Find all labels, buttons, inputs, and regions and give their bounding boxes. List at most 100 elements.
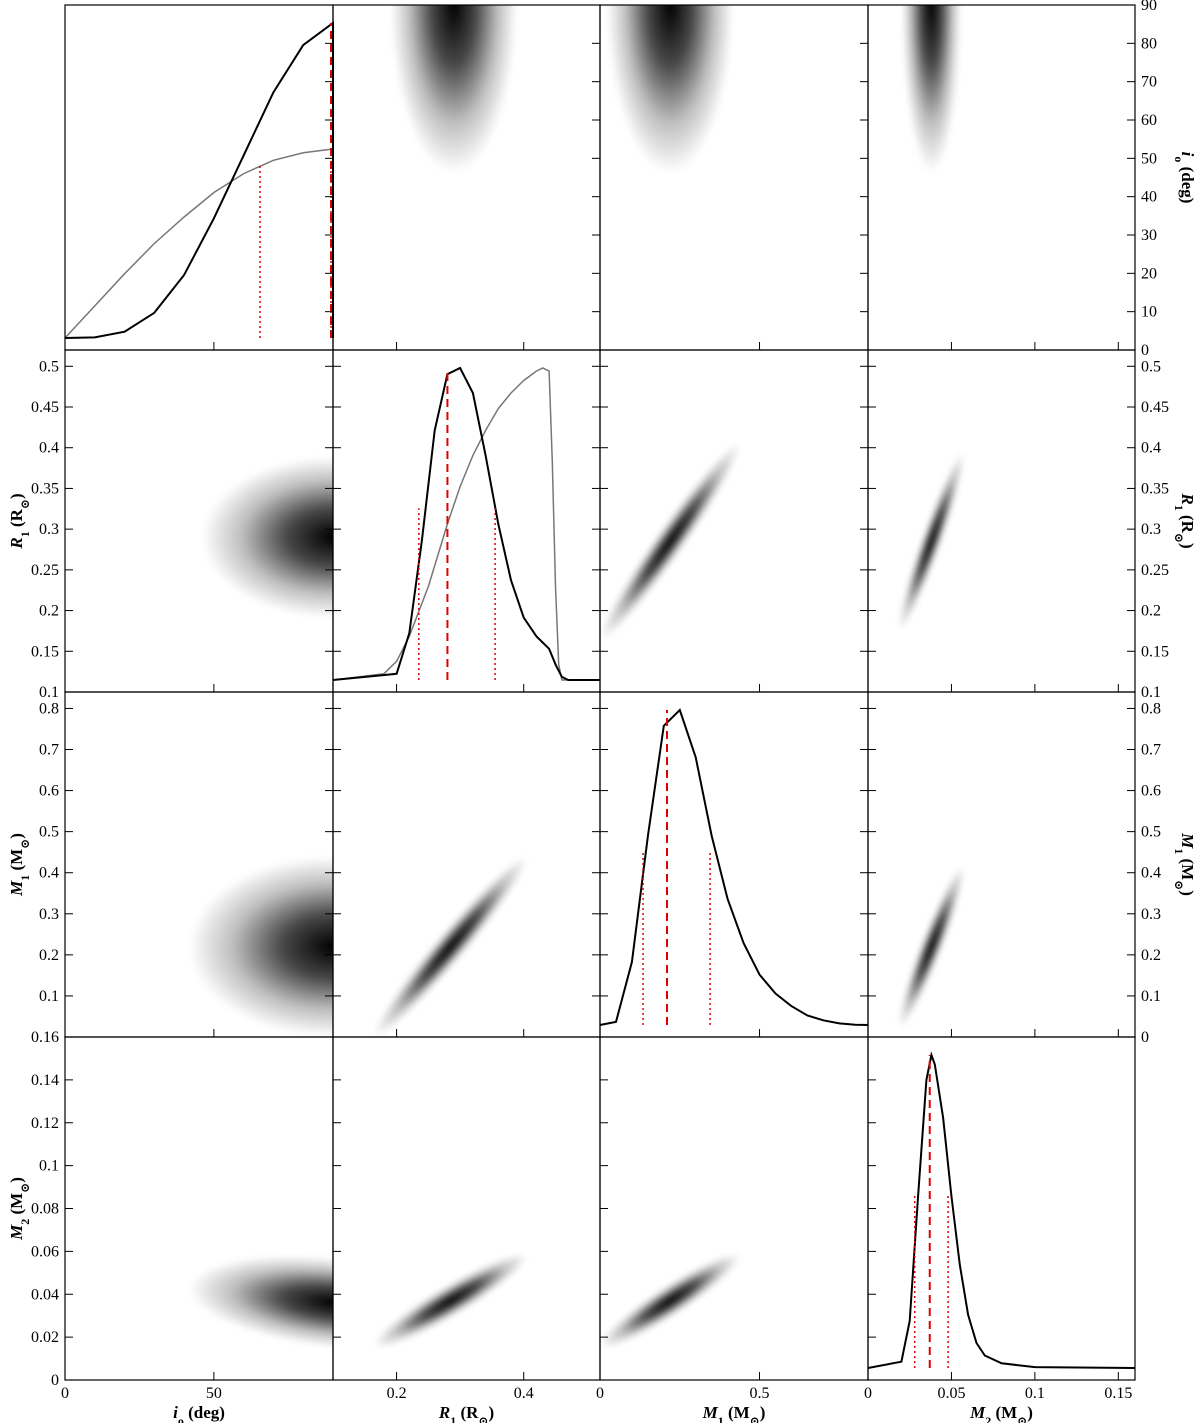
x-axis-title-M2: M2 (M⊙) <box>969 1403 1033 1423</box>
axis-unit: (R <box>456 1403 479 1422</box>
x-tick-label-M2: 0 <box>864 1385 872 1402</box>
y-tick-label-right-R1: 0.4 <box>1141 440 1161 457</box>
axis-symbol: M <box>969 1403 986 1422</box>
y-tick-label-right-i: 70 <box>1141 74 1157 91</box>
panel-frame-r2c1 <box>332 691 601 1038</box>
y-tick-label-right-R1: 0.25 <box>1141 562 1169 579</box>
axis-subscript: 1 <box>18 531 32 537</box>
y-tick-label-M2: 0.06 <box>31 1243 59 1260</box>
axis-subscript: o <box>178 1414 184 1423</box>
y-tick-label-R1: 0.45 <box>31 399 59 416</box>
axis-symbol: R <box>1178 492 1197 504</box>
y-tick-label-R1: 0.3 <box>39 521 59 538</box>
y-tick-label-right-M1: 0.2 <box>1141 947 1161 964</box>
panel-frame-r1c1 <box>332 349 601 693</box>
axis-symbol: i <box>1178 152 1197 157</box>
density-R1-M2 <box>373 1253 528 1348</box>
axis-unit-close: ) <box>1178 543 1197 549</box>
density-blob <box>898 865 965 1028</box>
x-tick-label-M1: 0.5 <box>750 1385 770 1402</box>
axis-symbol: i <box>173 1403 178 1422</box>
y-tick-label-right-i: 30 <box>1141 227 1157 244</box>
y-tick-label-right-i: 60 <box>1141 112 1157 129</box>
axis-unit-close: ) <box>1178 890 1197 896</box>
density-blob <box>202 456 333 618</box>
y-axis-title-left-M2: M2 (M⊙) <box>7 1177 32 1241</box>
x-tick-label-i: 50 <box>206 1385 222 1402</box>
y-tick-label-right-i: 10 <box>1141 304 1157 321</box>
y-tick-label-M2: 0 <box>51 1372 59 1389</box>
axis-unit-subscript: ⊙ <box>18 499 32 509</box>
y-tick-label-right-R1: 0.3 <box>1141 521 1161 538</box>
y-tick-label-right-i: 50 <box>1141 150 1157 167</box>
x-tick-label-M1: 0 <box>596 1385 604 1402</box>
density-blob <box>600 442 741 640</box>
axis-unit: (R <box>1178 511 1197 534</box>
y-axis-title-right-i: io (deg) <box>1172 152 1197 204</box>
y-tick-label-R1: 0.25 <box>31 562 59 579</box>
x-axis-title-R1: R1 (R⊙) <box>438 1403 494 1423</box>
x-axis-title-M1: M1 (M⊙) <box>702 1403 766 1423</box>
y-tick-label-right-i: 90 <box>1141 0 1157 14</box>
axis-symbol: M <box>1178 832 1197 849</box>
density-blob <box>373 1253 528 1348</box>
axis-subscript: 1 <box>1172 848 1186 854</box>
density-M1-R1 <box>600 442 741 640</box>
axis-subscript: o <box>1172 156 1186 162</box>
y-tick-label-right-M1: 0.4 <box>1141 865 1161 882</box>
density-R1-i <box>390 5 517 174</box>
y-tick-label-M2: 0.08 <box>31 1201 59 1218</box>
y-tick-label-right-R1: 0.35 <box>1141 480 1169 497</box>
density-M2-M1 <box>898 865 965 1028</box>
axis-unit: (deg) <box>184 1403 225 1422</box>
panel-frame-r0c0 <box>64 4 334 351</box>
y-tick-label-R1: 0.35 <box>31 480 59 497</box>
axis-unit: (deg) <box>1178 162 1197 203</box>
y-tick-label-right-M1: 0.3 <box>1141 906 1161 923</box>
y-tick-label-M1: 0.1 <box>39 988 59 1005</box>
axis-unit: (M <box>991 1403 1017 1422</box>
axis-subscript: 2 <box>985 1414 991 1423</box>
axis-unit: (M <box>7 849 26 875</box>
y-tick-label-right-R1: 0.1 <box>1141 684 1161 701</box>
panel-frame-r2c2 <box>599 691 869 1038</box>
density-M1-M2 <box>600 1253 741 1348</box>
axis-symbol: R <box>7 537 26 549</box>
density-i-R1 <box>202 456 333 618</box>
x-tick-label-i: 0 <box>61 1385 69 1402</box>
axis-subscript: 1 <box>450 1414 456 1423</box>
y-tick-label-right-M1: 0.5 <box>1141 824 1161 841</box>
axis-symbol: R <box>438 1403 450 1422</box>
y-tick-label-M2: 0.02 <box>31 1329 59 1346</box>
y-tick-label-M2: 0.04 <box>31 1286 59 1303</box>
panel-frame-r1c2 <box>599 349 869 693</box>
y-tick-label-right-R1: 0.2 <box>1141 603 1161 620</box>
y-tick-label-right-i: 0 <box>1141 342 1149 359</box>
axis-subscript: 1 <box>718 1414 724 1423</box>
axis-symbol: M <box>702 1403 719 1422</box>
axis-subscript: 1 <box>1172 505 1186 511</box>
y-tick-label-right-M1: 0.1 <box>1141 988 1161 1005</box>
y-tick-label-M1: 0.4 <box>39 865 59 882</box>
axis-unit-subscript: ⊙ <box>1172 533 1186 543</box>
axis-symbol: M <box>7 1224 26 1241</box>
density-R1-M1 <box>373 856 528 1037</box>
axis-unit: (M <box>1178 854 1197 880</box>
y-axis-title-right-M1: M1 (M⊙) <box>1172 832 1197 896</box>
axis-unit-close: ) <box>488 1403 494 1422</box>
axis-unit-subscript: ⊙ <box>750 1414 760 1423</box>
posterior-curve-M1 <box>599 708 869 1026</box>
axis-unit: (M <box>7 1193 26 1219</box>
posterior-curve-i <box>64 21 334 339</box>
axis-unit-close: ) <box>7 833 26 839</box>
panel-frame-r3c1 <box>332 1036 601 1381</box>
axis-unit-subscript: ⊙ <box>478 1414 488 1423</box>
y-tick-label-right-M1: 0 <box>1141 1029 1149 1046</box>
density-i-M1 <box>188 856 333 1037</box>
x-tick-label-M2: 0.1 <box>1025 1385 1045 1402</box>
density-blob <box>600 1253 741 1348</box>
y-tick-label-R1: 0.1 <box>39 684 59 701</box>
axis-unit-close: ) <box>1027 1403 1033 1422</box>
density-blob <box>390 5 517 174</box>
